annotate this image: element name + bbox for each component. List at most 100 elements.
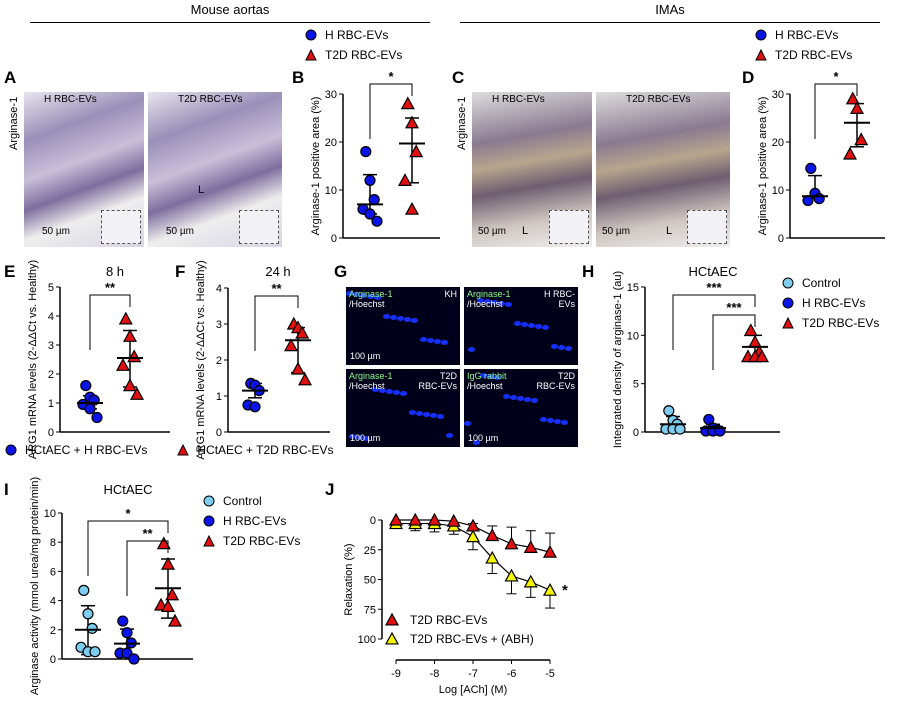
y-tick-label: 2 bbox=[216, 355, 222, 367]
data-point bbox=[408, 512, 423, 526]
y-tick-label: 5 bbox=[633, 379, 639, 391]
data-point bbox=[91, 411, 103, 424]
significance-bracket bbox=[369, 83, 413, 139]
data-point bbox=[117, 615, 129, 627]
scale-bar-label: 100 µm bbox=[468, 433, 499, 443]
y-tick-label: 15 bbox=[627, 282, 639, 294]
data-point bbox=[465, 529, 481, 543]
data-point bbox=[400, 96, 415, 110]
stain-label: IgG rabbit bbox=[467, 371, 507, 381]
x-tick-label: -9 bbox=[391, 668, 401, 680]
legend-label: T2D RBC-EVs bbox=[325, 48, 403, 62]
circle-marker-icon bbox=[782, 297, 794, 309]
data-point bbox=[805, 162, 817, 174]
data-point bbox=[849, 101, 865, 115]
scale-bar-label: 50 µm bbox=[602, 226, 630, 237]
chart-title: HCtAEC bbox=[103, 482, 152, 497]
data-point bbox=[82, 608, 94, 620]
y-tick-label: 2 bbox=[48, 369, 54, 381]
y-tick-label: 4 bbox=[50, 596, 56, 608]
data-point bbox=[504, 536, 519, 550]
significance-label: *** bbox=[706, 280, 722, 295]
significance-label: ** bbox=[142, 526, 153, 541]
data-point bbox=[84, 403, 96, 415]
data-point bbox=[129, 387, 145, 400]
lumen-label: L bbox=[666, 225, 673, 237]
y-axis-label: Arginase activity (mmol urea/mg protein/… bbox=[29, 477, 41, 695]
inset bbox=[101, 210, 141, 244]
y-axis-label: ARG1 mRNA levels (2-ΔΔCt vs. Healthy) bbox=[195, 260, 207, 459]
data-point bbox=[397, 173, 413, 186]
y-tick-label: 25 bbox=[364, 545, 376, 557]
inset bbox=[687, 210, 727, 244]
triangle-marker-icon bbox=[755, 49, 767, 61]
y-tick-label: 0 bbox=[633, 427, 639, 439]
legend-label: T2D RBC-EVs bbox=[223, 534, 301, 548]
data-point bbox=[384, 612, 400, 626]
legend-label: H RBC-EVs bbox=[325, 28, 389, 42]
header-imas: IMAs bbox=[655, 2, 685, 17]
data-point bbox=[368, 194, 380, 206]
data-point bbox=[115, 358, 131, 371]
legend-label: T2D RBC-EVs bbox=[802, 316, 880, 330]
data-point bbox=[674, 423, 686, 435]
y-tick-label: 75 bbox=[364, 604, 376, 616]
panel-label-d: D bbox=[742, 68, 755, 87]
legend-top-right: H RBC-EVs T2D RBC-EVs bbox=[755, 28, 852, 62]
data-point bbox=[86, 622, 98, 634]
data-point bbox=[504, 568, 519, 582]
y-axis-label: Arginase-1 positive area (%) bbox=[757, 97, 769, 236]
data-point bbox=[542, 582, 558, 596]
y-axis-label: Arginase-1 positive area (%) bbox=[310, 97, 322, 236]
chart-j: 0 25 50 75 100 Relaxation (%) -9 -8 -7 -6 -5 Log [A… bbox=[343, 512, 568, 696]
data-point bbox=[160, 599, 176, 613]
y-tick-label: 0 bbox=[48, 427, 54, 439]
y-axis-label: Integrated density of arginase-1 (au) bbox=[612, 271, 624, 448]
data-point bbox=[122, 329, 138, 342]
scale-bar-label: 100 µm bbox=[350, 433, 381, 443]
counterstain-label: /Hoechst bbox=[467, 381, 503, 391]
circle-marker-icon bbox=[203, 495, 215, 507]
significance-label: ** bbox=[271, 281, 282, 296]
legend-label: Control bbox=[802, 276, 841, 290]
legend-ef: HCtAEC + H RBC-EVs HCtAEC + T2D RBC-EVs bbox=[5, 443, 334, 457]
data-point bbox=[364, 208, 376, 220]
micrograph-c-t2d: T2D RBC-EVs L 50 µm bbox=[596, 92, 730, 247]
y-tick-label: 5 bbox=[48, 282, 54, 294]
circle-marker-icon bbox=[755, 29, 767, 41]
condition-label: T2D RBC-EVs bbox=[536, 371, 575, 391]
data-point bbox=[754, 349, 770, 363]
data-point bbox=[156, 536, 171, 550]
y-tick-label: 50 bbox=[364, 575, 376, 587]
legend-h: Control H RBC-EVs T2D RBC-EVs bbox=[782, 276, 879, 330]
panel-label-g: G bbox=[334, 262, 348, 281]
panel-label-j: J bbox=[325, 480, 335, 499]
stain-label: Arginase-1 bbox=[349, 289, 393, 299]
panel-label-c: C bbox=[452, 68, 465, 87]
y-axis-label: ARG1 mRNA levels (2-ΔΔCt vs. Healthy) bbox=[27, 260, 39, 459]
stain-label: Arginase-1 bbox=[467, 289, 511, 299]
y-tick-label: 0 bbox=[370, 515, 376, 527]
chart-title: 24 h bbox=[265, 264, 290, 279]
data-point bbox=[122, 378, 138, 392]
micrograph-caption: T2D RBC-EVs bbox=[178, 94, 243, 105]
legend-label: Control bbox=[223, 494, 262, 508]
significance-label: * bbox=[562, 582, 568, 599]
data-point bbox=[89, 646, 101, 658]
y-tick-label: 0 bbox=[216, 427, 222, 439]
data-point bbox=[295, 325, 310, 339]
data-point bbox=[446, 513, 461, 527]
fluorescence-tile: Arginase-1/Hoechst KH 100 µm bbox=[346, 287, 460, 365]
legend-label: HCtAEC + H RBC-EVs bbox=[25, 443, 148, 457]
panel-label-e: E bbox=[4, 262, 16, 281]
x-axis-label: Log [ACh] (M) bbox=[439, 684, 507, 696]
data-point bbox=[283, 338, 299, 352]
inset bbox=[239, 210, 279, 244]
lumen-label: L bbox=[198, 184, 205, 196]
data-point bbox=[854, 132, 869, 146]
scale-bar-label: 50 µm bbox=[166, 226, 194, 237]
chart-e: 0 1 2 3 4 5 ARG1 mRNA levels (2-ΔΔCt vs. Healt… bbox=[27, 260, 170, 459]
